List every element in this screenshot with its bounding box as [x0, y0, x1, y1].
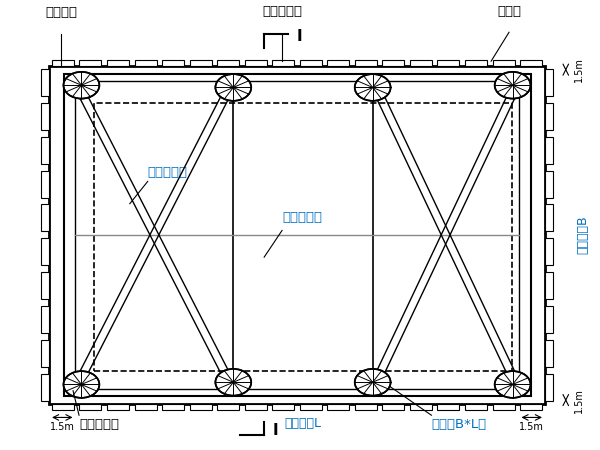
Bar — [300, 404, 322, 410]
Bar — [41, 137, 49, 164]
Bar — [272, 404, 294, 410]
Circle shape — [494, 371, 530, 398]
Text: 特制角桩: 特制角桩 — [45, 6, 77, 19]
Circle shape — [215, 74, 251, 101]
Bar — [41, 238, 49, 266]
Text: I: I — [273, 423, 279, 438]
Bar — [41, 340, 49, 367]
Bar — [493, 60, 515, 66]
Bar — [465, 60, 487, 66]
Bar — [382, 60, 404, 66]
Bar — [545, 272, 553, 299]
Circle shape — [64, 72, 100, 99]
Text: 承台宽度B: 承台宽度B — [577, 216, 590, 254]
Bar — [134, 60, 157, 66]
Bar — [272, 60, 294, 66]
Text: 钢板桩围堰: 钢板桩围堰 — [262, 4, 302, 18]
Bar — [41, 204, 49, 231]
Bar — [520, 60, 542, 66]
Bar — [545, 171, 553, 198]
Bar — [382, 404, 404, 410]
Bar — [76, 81, 518, 389]
Bar — [162, 404, 184, 410]
Bar — [52, 60, 74, 66]
Text: 1.5m: 1.5m — [50, 422, 75, 432]
Bar — [41, 171, 49, 198]
Bar — [545, 374, 553, 400]
Bar — [545, 137, 553, 164]
Circle shape — [215, 369, 251, 396]
Bar — [493, 404, 515, 410]
Text: I: I — [297, 29, 302, 44]
Text: 钢导框: 钢导框 — [497, 4, 521, 18]
Bar — [52, 404, 74, 410]
Bar — [355, 404, 377, 410]
Bar — [134, 404, 157, 410]
Circle shape — [355, 74, 391, 101]
Bar — [79, 404, 101, 410]
Bar — [300, 60, 322, 66]
Bar — [107, 404, 129, 410]
Bar — [410, 404, 432, 410]
Text: 定位钢管桩: 定位钢管桩 — [79, 418, 119, 431]
Bar — [437, 404, 460, 410]
Bar — [245, 60, 267, 66]
Bar — [545, 69, 553, 96]
Bar — [162, 60, 184, 66]
Bar — [545, 204, 553, 231]
Bar — [437, 60, 460, 66]
Bar — [190, 404, 212, 410]
Bar — [545, 340, 553, 367]
Circle shape — [355, 369, 391, 396]
Bar — [520, 404, 542, 410]
Bar — [64, 74, 530, 396]
Circle shape — [64, 371, 100, 398]
Bar — [465, 404, 487, 410]
Text: 承台长度L: 承台长度L — [284, 418, 322, 431]
Text: 1.5m: 1.5m — [519, 422, 544, 432]
Bar — [49, 66, 545, 404]
Bar — [410, 60, 432, 66]
Bar — [41, 272, 49, 299]
Bar — [217, 404, 239, 410]
Bar — [41, 306, 49, 333]
Bar — [355, 60, 377, 66]
Text: 1.5m: 1.5m — [574, 387, 584, 413]
Bar — [41, 374, 49, 400]
Bar — [328, 404, 349, 410]
Bar — [545, 238, 553, 266]
Text: 承台（B*L）: 承台（B*L） — [431, 418, 487, 431]
Text: 钢导框斜联: 钢导框斜联 — [148, 166, 188, 179]
Circle shape — [494, 72, 530, 99]
Bar — [217, 60, 239, 66]
Bar — [94, 104, 512, 371]
Text: 钢导框横联: 钢导框横联 — [282, 211, 322, 224]
Bar — [107, 60, 129, 66]
Bar — [79, 60, 101, 66]
Bar — [245, 404, 267, 410]
Bar — [41, 103, 49, 130]
Bar — [41, 69, 49, 96]
Bar — [545, 103, 553, 130]
Bar — [328, 60, 349, 66]
Bar — [190, 60, 212, 66]
Text: 1.5m: 1.5m — [574, 57, 584, 82]
Bar — [545, 306, 553, 333]
